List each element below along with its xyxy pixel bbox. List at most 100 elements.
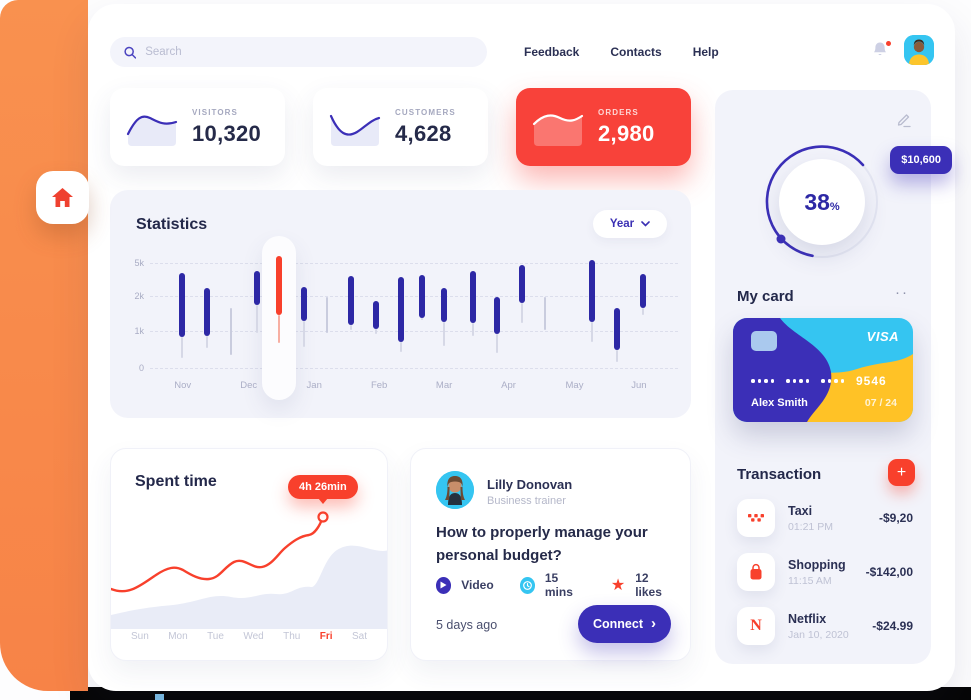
- chevron-down-icon: [641, 221, 650, 227]
- day-label-fri[interactable]: Fri: [319, 631, 333, 642]
- orders-sparkline: [532, 114, 584, 146]
- candle-wick: [495, 334, 498, 354]
- day-label-mon[interactable]: Mon: [168, 631, 188, 642]
- card-chip: [751, 331, 777, 351]
- candle-bar[interactable]: [397, 277, 404, 343]
- author-role: Business trainer: [487, 495, 566, 507]
- candle-bar[interactable]: [589, 260, 596, 323]
- spent-time-days[interactable]: Sun Mon Tue Wed Thu Fri Sat: [131, 631, 367, 642]
- search-bar[interactable]: [110, 37, 487, 67]
- x-axis-month-label: Apr: [501, 380, 516, 391]
- search-icon: [124, 46, 137, 59]
- candle-bar[interactable]: [441, 288, 448, 323]
- day-label-wed[interactable]: Wed: [243, 631, 264, 642]
- transaction-row-taxi[interactable]: Taxi 01:21 PM -$9,20: [737, 496, 913, 540]
- transaction-name: Netflix: [788, 611, 827, 626]
- bell-icon: [874, 42, 886, 56]
- candle-wick: [278, 315, 281, 344]
- y-tick-label: 2k: [134, 291, 144, 302]
- transaction-amount: -$24.99: [872, 619, 913, 633]
- candle-bar[interactable]: [518, 264, 525, 304]
- meta-duration-label: 15 mins: [544, 571, 573, 599]
- card-holder: Alex Smith: [751, 397, 808, 409]
- edit-pencil-icon[interactable]: [895, 110, 913, 128]
- card-last4: 9546: [856, 374, 887, 388]
- author-avatar[interactable]: [436, 471, 474, 509]
- author-avatar-image: [436, 471, 474, 509]
- customers-sparkline: [329, 114, 381, 146]
- article-headline[interactable]: How to properly manage your personal bud…: [436, 524, 648, 564]
- article-meta: Video 15 mins ★ 12 likes: [436, 571, 690, 599]
- gridline: [150, 331, 678, 333]
- y-tick-label: 1k: [134, 326, 144, 337]
- candle-bar[interactable]: [276, 256, 283, 316]
- candle-bar[interactable]: [300, 287, 307, 321]
- candle-wick: [443, 322, 446, 346]
- candle-line[interactable]: [326, 297, 329, 334]
- day-label-sat[interactable]: Sat: [351, 631, 367, 642]
- transaction-row-netflix[interactable]: N Netflix Jan 10, 2020 -$24.99: [737, 604, 913, 648]
- y-tick-label: 5k: [134, 257, 144, 268]
- transaction-row-shopping[interactable]: Shopping 11:15 AM -$142,00: [737, 550, 913, 594]
- home-icon: [52, 188, 73, 207]
- candle-wick: [206, 335, 209, 348]
- stat-label: VISITORS: [192, 107, 238, 117]
- add-transaction-button[interactable]: +: [888, 459, 915, 486]
- background-window-artifact: [155, 694, 164, 700]
- my-card-title: My card: [737, 288, 794, 305]
- candle-bar[interactable]: [204, 288, 211, 336]
- progress-percent-sign: %: [829, 201, 840, 213]
- candle-bar[interactable]: [493, 297, 500, 335]
- card-expiry: 07 / 24: [864, 397, 897, 409]
- statistics-plot[interactable]: 5k 2k 1k 0 Nov Dec Jan Feb Mar Apr May Jun: [134, 236, 678, 400]
- candle-bar[interactable]: [418, 275, 425, 318]
- stat-card-orders[interactable]: ORDERS 2,980: [516, 88, 691, 166]
- spent-time-chart: [111, 511, 387, 629]
- candle-wick: [420, 317, 423, 320]
- notifications-button[interactable]: [872, 41, 892, 61]
- credit-card[interactable]: VISA 9546 Alex Smith 07 / 24: [733, 318, 913, 422]
- candle-bar[interactable]: [253, 270, 260, 306]
- transaction-name: Taxi: [788, 503, 813, 518]
- period-dropdown[interactable]: Year: [593, 210, 667, 238]
- transaction-amount: -$142,00: [865, 565, 913, 579]
- candle-bar[interactable]: [614, 307, 621, 351]
- day-label-sun[interactable]: Sun: [131, 631, 149, 642]
- transaction-time: Jan 10, 2020: [788, 628, 849, 641]
- period-value: Year: [609, 218, 635, 230]
- candle-wick: [302, 320, 305, 347]
- candle-bar[interactable]: [372, 300, 379, 329]
- day-label-tue[interactable]: Tue: [207, 631, 224, 642]
- candle-line[interactable]: [229, 307, 232, 355]
- stat-card-visitors[interactable]: VISITORS 10,320: [110, 88, 285, 166]
- user-avatar[interactable]: [904, 35, 934, 65]
- search-input[interactable]: [145, 46, 473, 58]
- nav-help[interactable]: Help: [692, 45, 719, 59]
- candle-bar[interactable]: [178, 272, 185, 337]
- gridline: [150, 296, 678, 298]
- user-avatar-image: [904, 35, 934, 65]
- sidebar-item-home[interactable]: [36, 171, 89, 224]
- meta-likes-label: 12 likes: [635, 571, 662, 599]
- article-posted: 5 days ago: [436, 618, 498, 632]
- candle-bar[interactable]: [640, 273, 647, 308]
- author-name: Lilly Donovan: [487, 477, 573, 492]
- x-axis-month-label: Dec: [240, 380, 258, 391]
- candle-line[interactable]: [544, 297, 547, 330]
- my-card-menu-button[interactable]: ··: [895, 284, 909, 301]
- day-label-thu[interactable]: Thu: [283, 631, 301, 642]
- chevron-right-icon: ›: [651, 614, 656, 632]
- candle-bar[interactable]: [469, 270, 476, 324]
- connect-button[interactable]: Connect ›: [578, 605, 671, 643]
- stat-card-customers[interactable]: CUSTOMERS 4,628: [313, 88, 488, 166]
- candle-wick: [374, 328, 377, 335]
- transaction-time: 11:15 AM: [788, 574, 832, 587]
- main-canvas: Feedback Contacts Help VISITORS 10,320: [88, 4, 955, 691]
- meta-video-label: Video: [461, 578, 494, 592]
- netflix-icon: N: [737, 607, 775, 645]
- nav-feedback[interactable]: Feedback: [524, 45, 580, 59]
- nav-contacts[interactable]: Contacts: [610, 45, 662, 59]
- transaction-name: Shopping: [788, 557, 846, 572]
- candle-bar[interactable]: [348, 276, 355, 326]
- stat-value: 4,628: [395, 120, 452, 146]
